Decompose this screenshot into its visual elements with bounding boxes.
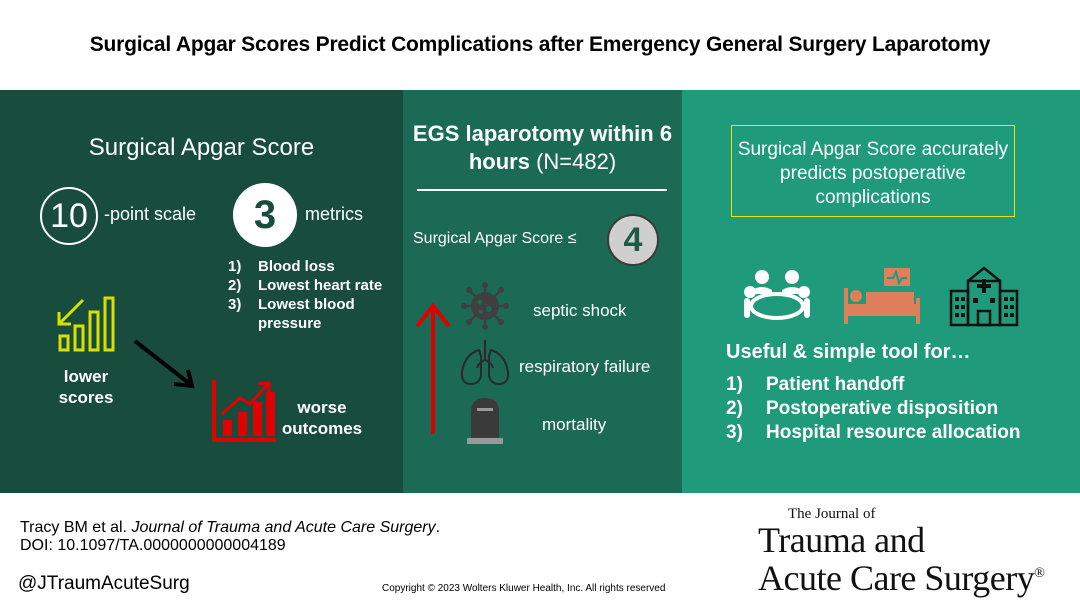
cohort-heading-bold: EGS laparotomy within 6 hours — [412, 121, 673, 174]
journal-logo-line2: Trauma and — [758, 520, 925, 560]
journal-logo-line3-wrap: Acute Care Surgery® — [758, 557, 1045, 598]
social-handle: @JTraumAcuteSurg — [18, 573, 190, 594]
cohort-heading: EGS laparotomy within 6 hours (N=482) — [403, 120, 682, 176]
list-label: Lowest blood pressure — [258, 296, 355, 332]
list-label: Patient handoff — [766, 374, 905, 395]
tombstone-icon — [467, 398, 503, 444]
cohort-panel: EGS laparotomy within 6 hours (N=482) Su… — [403, 90, 682, 493]
list-number: 3) — [726, 422, 743, 443]
bar-chart-up-icon — [212, 380, 276, 442]
scale-label: -point scale — [104, 204, 197, 224]
list-number: 3) — [228, 296, 242, 313]
list-label: Lowest heart rate — [258, 277, 383, 294]
metrics-number-circle: 3 — [233, 183, 297, 247]
conclusion-callout: Surgical Apgar Score accurately predicts… — [731, 125, 1015, 217]
conclusion-panel: Surgical Apgar Score accurately predicts… — [682, 90, 1080, 493]
citation-end: . — [435, 519, 441, 536]
uses-list: 1) Patient handoff 2) Postoperative dispos… — [726, 373, 1020, 445]
copyright: Copyright © 2023 Wolters Kluwer Health, … — [382, 583, 666, 594]
list-item: 1) Patient handoff — [726, 373, 1020, 397]
outcome-label: septic shock — [533, 301, 627, 320]
citation-journal: Journal of Trauma and Acute Care Surgery — [131, 519, 436, 536]
diagonal-arrow-icon — [133, 339, 195, 389]
cohort-size: (N=482) — [536, 149, 617, 174]
list-label: Hospital resource allocation — [766, 422, 1021, 443]
registered-mark: ® — [1034, 566, 1045, 581]
doi: DOI: 10.1097/TA.0000000000004189 — [20, 537, 286, 554]
citation: Tracy BM et al. Journal of Trauma and Ac… — [20, 519, 440, 555]
journal-logo-line3: Acute Care Surgery — [758, 558, 1035, 598]
panel-heading: Surgical Apgar Score — [88, 134, 315, 161]
lower-scores-label: lower scores — [58, 367, 114, 407]
content-band: Surgical Apgar Score 10 -point scale 3 m… — [0, 90, 1080, 493]
lungs-icon — [460, 340, 510, 386]
list-item: 2) Lowest heart rate — [228, 276, 403, 295]
virus-icon — [461, 282, 509, 330]
list-item: 3) Hospital resource allocation — [726, 421, 1020, 445]
journal-logo: The Journal of Trauma and Acute Care Sur… — [758, 506, 1045, 598]
outcome-label: respiratory failure — [519, 357, 651, 376]
meeting-icon — [744, 270, 810, 320]
list-item: 1) Blood loss — [228, 257, 403, 276]
scale-number-circle: 10 — [40, 187, 98, 245]
hospital-bed-icon — [844, 268, 920, 324]
citation-line: Tracy BM et al. Journal of Trauma and Ac… — [20, 519, 440, 537]
list-number: 1) — [228, 258, 242, 275]
metrics-list: 1) Blood loss 2) Lowest heart rate 3) Lowes… — [228, 257, 403, 333]
list-item: 2) Postoperative disposition — [726, 397, 1020, 421]
list-item: 3) Lowest blood pressure — [228, 295, 403, 333]
hospital-building-icon — [949, 266, 1019, 327]
citation-authors: Tracy BM et al. — [20, 519, 132, 536]
up-arrow-icon — [415, 302, 451, 434]
score-overview-panel: Surgical Apgar Score 10 -point scale 3 m… — [0, 90, 403, 493]
score-threshold-circle: 4 — [607, 214, 659, 266]
bar-chart-down-icon — [57, 296, 115, 352]
journal-logo-line1: The Journal of — [788, 506, 876, 522]
metrics-label: metrics — [305, 204, 363, 224]
outcome-label: mortality — [542, 415, 607, 434]
list-label: Postoperative disposition — [766, 398, 999, 419]
divider — [417, 189, 667, 191]
score-threshold-label: Surgical Apgar Score ≤ — [413, 230, 577, 247]
useful-heading: Useful & simple tool for… — [726, 341, 971, 363]
list-number: 2) — [228, 277, 242, 294]
worse-outcomes-label: worse outcomes — [281, 398, 363, 438]
infographic-title: Surgical Apgar Scores Predict Complicati… — [89, 33, 991, 56]
list-number: 1) — [726, 374, 743, 395]
list-label: Blood loss — [258, 258, 335, 275]
list-number: 2) — [726, 398, 743, 419]
